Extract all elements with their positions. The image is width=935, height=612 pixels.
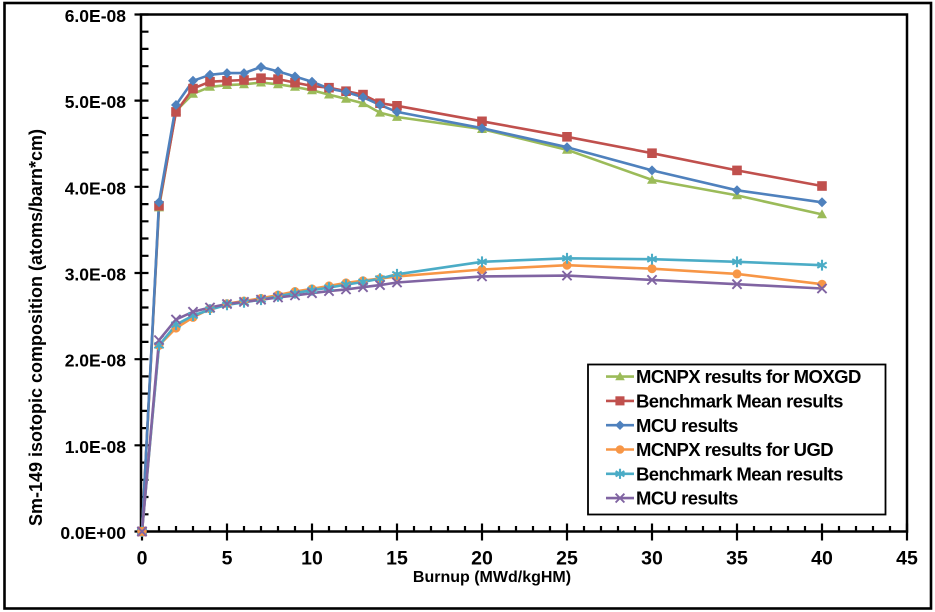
svg-text:45: 45 — [896, 548, 918, 570]
svg-text:4.0E-08: 4.0E-08 — [65, 178, 127, 198]
svg-text:10: 10 — [301, 548, 323, 570]
svg-text:Benchmark Mean results: Benchmark Mean results — [636, 391, 843, 412]
svg-text:3.0E-08: 3.0E-08 — [65, 265, 127, 285]
svg-text:40: 40 — [811, 548, 833, 570]
svg-text:35: 35 — [726, 548, 748, 570]
svg-text:30: 30 — [641, 548, 663, 570]
svg-text:6.0E-08: 6.0E-08 — [65, 6, 127, 26]
svg-text:MCNPX results for UGD: MCNPX results for UGD — [636, 439, 833, 460]
svg-text:0: 0 — [137, 548, 148, 570]
svg-text:Sm-149 isotopic composition (a: Sm-149 isotopic composition (atoms/barn*… — [26, 129, 46, 526]
svg-text:2.0E-08: 2.0E-08 — [65, 351, 127, 371]
svg-text:25: 25 — [556, 548, 578, 570]
svg-text:MCU results: MCU results — [636, 415, 738, 436]
svg-text:MCU results: MCU results — [636, 488, 738, 509]
svg-text:1.0E-08: 1.0E-08 — [65, 437, 127, 457]
svg-text:20: 20 — [471, 548, 493, 570]
svg-text:5: 5 — [222, 548, 233, 570]
svg-text:Benchmark Mean results: Benchmark Mean results — [636, 463, 843, 484]
svg-text:MCNPX results for MOXGD: MCNPX results for MOXGD — [636, 366, 861, 387]
svg-text:15: 15 — [386, 548, 408, 570]
svg-text:Burnup (MWd/kgHM): Burnup (MWd/kgHM) — [413, 569, 571, 586]
svg-text:5.0E-08: 5.0E-08 — [65, 92, 127, 112]
svg-text:0.0E+00: 0.0E+00 — [60, 523, 126, 543]
